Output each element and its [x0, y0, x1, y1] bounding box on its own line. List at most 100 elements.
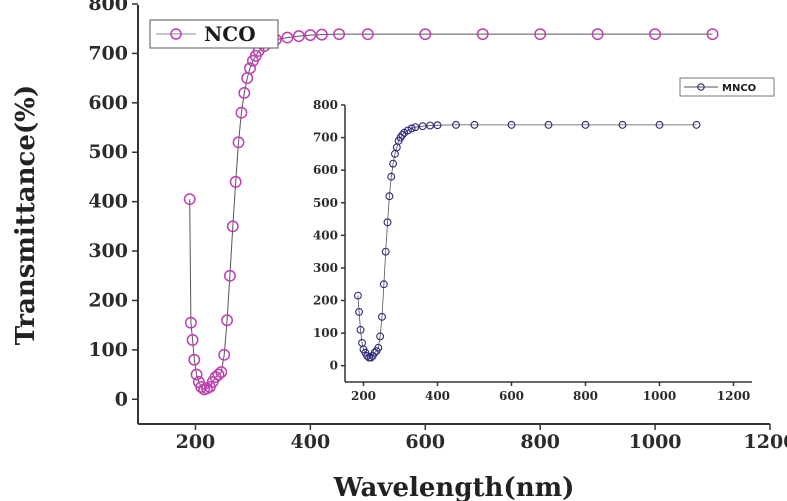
inset-legend-marker	[697, 83, 705, 91]
main-y-tick-label: 800	[88, 0, 128, 15]
main-y-tick-label: 300	[88, 240, 128, 262]
inset-data-point	[544, 120, 553, 129]
main-data-point	[591, 28, 604, 41]
main-data-point	[186, 334, 199, 346]
inset-legend-box	[679, 77, 775, 97]
inset-x-tick-label: 400	[425, 389, 450, 403]
main-data-point	[476, 28, 489, 41]
main-x-tick-label: 200	[176, 431, 216, 453]
main-y-tick-label: 700	[88, 42, 128, 64]
main-y-tick-label: 200	[88, 289, 128, 311]
inset-data-point	[383, 218, 392, 227]
inset-series-mnco	[354, 120, 701, 362]
main-x-tick-label: 600	[405, 431, 445, 453]
inset-data-point	[398, 131, 407, 139]
main-data-point	[215, 366, 228, 379]
main-plot: 0 100 200 300 400 500 600 700 800 200 400 600 800 10…	[11, 0, 787, 501]
inset-legend: MNCO	[679, 77, 775, 97]
inset-data-point	[618, 120, 627, 129]
inset-y-tick-label: 800	[313, 98, 338, 112]
inset-data-point	[407, 124, 416, 133]
main-data-point	[706, 28, 719, 41]
main-data-point	[195, 380, 208, 393]
main-legend-label: NCO	[204, 22, 256, 46]
main-x-tick-label: 800	[520, 431, 560, 453]
inset-y-tick-label: 0	[330, 359, 338, 373]
inset-y-tick-label: 300	[313, 261, 338, 275]
main-data-point	[184, 316, 197, 329]
inset-data-point	[507, 120, 516, 129]
main-x-axis-title: Wavelength(nm)	[333, 473, 575, 501]
inset-x-ticks: 200 400 600 800 1000 1200	[351, 382, 750, 403]
main-data-point	[292, 30, 305, 43]
main-series-line	[189, 33, 713, 390]
main-data-point	[229, 175, 242, 188]
inset-data-point	[389, 159, 398, 168]
inset-x-tick-label: 800	[573, 389, 598, 403]
main-y-tick-label: 400	[88, 191, 128, 213]
main-data-point	[315, 28, 328, 41]
inset-data-point	[426, 121, 435, 130]
inset-data-point	[370, 348, 379, 357]
inset-x-tick-label: 1200	[717, 389, 750, 403]
main-data-point	[223, 269, 236, 282]
inset-data-point	[376, 332, 385, 341]
inset-legend-label: MNCO	[722, 83, 756, 94]
main-data-point	[221, 314, 234, 327]
main-x-ticks: 200 400 600 800 1000 1200	[176, 424, 787, 453]
main-data-point	[226, 220, 239, 233]
inset-data-point	[433, 121, 442, 130]
inset-data-point	[387, 172, 396, 181]
inset-data-point	[655, 120, 664, 129]
main-y-tick-label: 600	[88, 92, 128, 114]
main-x-tick-label: 1000	[629, 431, 682, 453]
inset-data-point	[356, 325, 365, 334]
inset-data-point	[385, 192, 394, 201]
inset-y-tick-label: 100	[313, 326, 338, 340]
main-data-point	[281, 31, 294, 44]
inset-plot: 0 100 200 300 400 500 600 700 800 200 400 600 800 10…	[313, 77, 775, 403]
inset-data-point	[403, 126, 412, 135]
main-data-point	[212, 368, 225, 381]
main-y-tick-label: 500	[88, 141, 128, 163]
main-y-ticks: 0 100 200 300 400 500 600 700 800	[88, 0, 138, 410]
main-data-point	[534, 28, 547, 41]
main-data-point	[304, 29, 317, 42]
main-data-point	[188, 353, 201, 366]
inset-x-tick-label: 1000	[643, 389, 676, 403]
main-x-tick-label: 1200	[744, 431, 787, 453]
inset-data-point	[354, 291, 362, 300]
inset-data-point	[452, 120, 460, 129]
inset-data-point	[366, 353, 375, 362]
main-series-nco	[183, 28, 719, 396]
inset-data-point	[470, 120, 479, 129]
inset-data-point	[692, 120, 701, 129]
main-data-point	[190, 368, 203, 381]
inset-y-tick-label: 700	[313, 131, 338, 145]
main-data-point	[183, 193, 196, 206]
main-data-point	[419, 28, 432, 41]
main-data-point	[235, 106, 248, 119]
inset-data-point	[378, 312, 386, 321]
inset-data-point	[355, 307, 364, 316]
inset-data-point	[581, 120, 590, 129]
main-data-point	[238, 86, 251, 99]
main-y-tick-label: 0	[115, 388, 128, 410]
inset-y-ticks: 0 100 200 300 400 500 600 700 800	[313, 98, 345, 373]
inset-series-line	[357, 124, 697, 359]
main-data-point	[333, 28, 346, 41]
main-y-axis-title: Transmittance(%)	[11, 85, 41, 345]
main-data-point	[232, 136, 245, 149]
inset-data-point	[411, 123, 420, 132]
inset-data-point	[381, 247, 390, 256]
main-data-point	[649, 28, 662, 41]
inset-y-tick-label: 500	[313, 196, 338, 210]
main-y-tick-label: 100	[88, 339, 128, 361]
inset-data-point	[363, 351, 372, 360]
main-data-point	[218, 348, 231, 361]
inset-data-point	[379, 280, 388, 289]
main-x-tick-label: 400	[291, 431, 331, 453]
main-data-point	[244, 62, 256, 75]
inset-y-tick-label: 400	[313, 228, 338, 242]
